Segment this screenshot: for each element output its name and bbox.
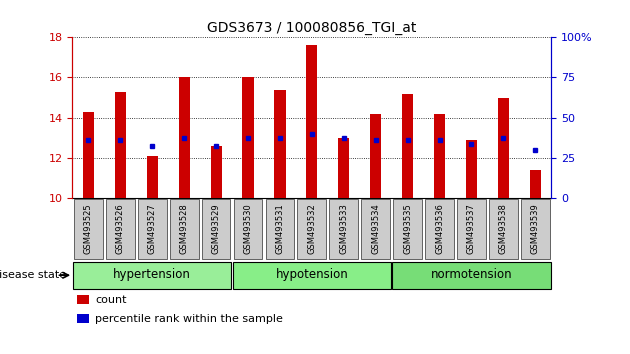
FancyBboxPatch shape	[266, 200, 294, 259]
Bar	[306, 45, 318, 198]
Text: GSM493532: GSM493532	[307, 203, 316, 254]
Text: GSM493526: GSM493526	[116, 203, 125, 254]
Text: GSM493527: GSM493527	[148, 203, 157, 254]
Bar	[115, 92, 126, 198]
FancyBboxPatch shape	[329, 200, 358, 259]
Bar	[77, 314, 89, 324]
Text: GSM493535: GSM493535	[403, 203, 412, 254]
Bar	[274, 90, 285, 198]
Text: GSM493525: GSM493525	[84, 203, 93, 254]
Bar	[498, 98, 509, 198]
FancyBboxPatch shape	[457, 200, 486, 259]
Bar	[210, 146, 222, 198]
Text: normotension: normotension	[431, 268, 512, 281]
Text: percentile rank within the sample: percentile rank within the sample	[95, 314, 284, 324]
Text: GSM493536: GSM493536	[435, 203, 444, 254]
Text: hypertension: hypertension	[113, 268, 191, 281]
Bar	[434, 114, 445, 198]
Text: GSM493539: GSM493539	[531, 203, 540, 254]
FancyBboxPatch shape	[74, 200, 103, 259]
FancyBboxPatch shape	[106, 200, 135, 259]
Bar	[77, 295, 89, 304]
FancyBboxPatch shape	[138, 200, 166, 259]
Bar	[530, 170, 541, 198]
FancyBboxPatch shape	[170, 200, 198, 259]
Text: GSM493537: GSM493537	[467, 203, 476, 254]
Bar	[83, 112, 94, 198]
Text: GSM493529: GSM493529	[212, 203, 220, 254]
Title: GDS3673 / 100080856_TGI_at: GDS3673 / 100080856_TGI_at	[207, 21, 416, 35]
Bar	[243, 78, 254, 198]
Text: GSM493534: GSM493534	[371, 203, 380, 254]
Text: count: count	[95, 295, 127, 305]
Bar	[370, 114, 381, 198]
FancyBboxPatch shape	[362, 200, 390, 259]
FancyBboxPatch shape	[73, 262, 231, 289]
Bar	[338, 138, 350, 198]
Bar	[466, 140, 477, 198]
FancyBboxPatch shape	[232, 262, 391, 289]
FancyBboxPatch shape	[392, 262, 551, 289]
FancyBboxPatch shape	[202, 200, 231, 259]
Text: disease state: disease state	[0, 270, 66, 280]
FancyBboxPatch shape	[425, 200, 454, 259]
Text: GSM493533: GSM493533	[340, 203, 348, 254]
Bar	[178, 78, 190, 198]
Text: GSM493538: GSM493538	[499, 203, 508, 254]
Text: GSM493531: GSM493531	[275, 203, 284, 254]
FancyBboxPatch shape	[521, 200, 549, 259]
FancyBboxPatch shape	[297, 200, 326, 259]
Bar	[402, 93, 413, 198]
Text: GSM493530: GSM493530	[244, 203, 253, 254]
FancyBboxPatch shape	[393, 200, 422, 259]
FancyBboxPatch shape	[234, 200, 262, 259]
Bar	[147, 156, 158, 198]
FancyBboxPatch shape	[489, 200, 518, 259]
Text: hypotension: hypotension	[275, 268, 348, 281]
Text: GSM493528: GSM493528	[180, 203, 188, 254]
